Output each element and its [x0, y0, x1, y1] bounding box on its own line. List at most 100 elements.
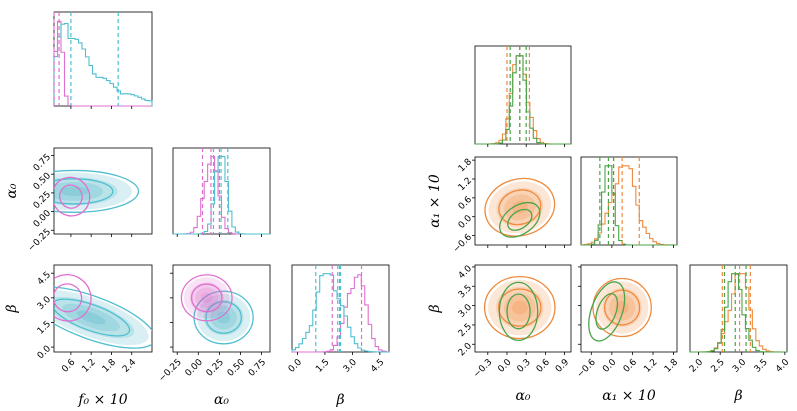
lpa-magenta-group — [54, 176, 91, 217]
lp-b-a0-axes — [172, 264, 271, 353]
lp-a0-f0-ytick-label: 0.25 — [32, 190, 53, 211]
rp-b-a0-xtick-label: 0.9 — [554, 357, 571, 374]
lpb-magenta-contour-inner — [54, 283, 83, 313]
lp-hist-b-xtick-label: 4.5 — [369, 358, 386, 375]
lpc-cyan-density — [203, 299, 244, 336]
rpa-orange-density — [511, 200, 528, 214]
rp-b-a0-ytick-label: 4.0 — [457, 264, 474, 281]
rp-hist-a1-green — [581, 165, 677, 246]
lpc-magenta-density — [183, 277, 230, 319]
rp-b-a0-ytick-label: 3.0 — [457, 302, 474, 319]
lpb-cyan-density — [62, 303, 120, 332]
rp-b-a0-xtick-label: 0.0 — [496, 357, 513, 374]
rpa-orange-density — [504, 194, 536, 221]
rp-hist-b-green — [690, 273, 787, 353]
lpc-cyan-density — [210, 305, 237, 330]
rp-hist-a0-axes — [474, 45, 572, 145]
lp-hist-b-xtick-label: 0.0 — [287, 357, 304, 374]
lpc-cyan-density — [216, 311, 231, 324]
lp-hist-f0-cyan — [53, 23, 153, 106]
lpa-cyan-density — [54, 181, 104, 201]
rp-hist-b-xtick-label: 4.0 — [774, 357, 791, 374]
rpa-orange-contour-outer — [484, 177, 556, 237]
rp-b-a0-xtick-label: 0.3 — [516, 358, 533, 375]
rpb-green-contour-outer — [498, 281, 539, 342]
lpc-cyan-group — [193, 290, 254, 345]
lp-b-a0-xtick-label: 0.75 — [247, 358, 268, 379]
lpb-magenta-contour-outer — [54, 274, 92, 322]
rp-b-a0-xtick-label: 0.6 — [535, 357, 552, 374]
rp-xlabel-a1: α₁ × 10 — [602, 388, 656, 404]
rpc-orange-density — [615, 301, 629, 315]
lp-b-f0-xtick-label: 1.2 — [81, 358, 98, 375]
rp-b-a1-xtick-label: −0.6 — [575, 357, 598, 380]
rp-b-a1-xtick-label: 0.0 — [601, 357, 618, 374]
lp-hist-f0-axes — [53, 11, 153, 107]
rpc-orange-density — [602, 287, 642, 328]
rp-a1-a0-ytick-label: 0.0 — [457, 213, 474, 230]
rp-xlabel-b: β — [733, 388, 742, 404]
rpc-green-contour-inner — [595, 293, 619, 330]
lpa-cyan-contour-outer — [54, 169, 140, 213]
lp-b-f0-xtick-label: 2.4 — [121, 357, 138, 374]
lp-b-f0-xtick-label: 0.6 — [60, 357, 77, 374]
lp-b-f0-ytick-label: 0.0 — [36, 344, 53, 361]
rp-b-a1-xtick-label: 0.6 — [622, 357, 639, 374]
rp-hist-a1-axes — [580, 156, 678, 246]
lpc-magenta-density — [189, 282, 224, 314]
rp-a1-a0-ytick-label: −0.6 — [452, 232, 475, 255]
lp-b-f0-xtick-label: 1.8 — [101, 357, 118, 374]
rp-hist-b-xtick-label: 3.0 — [731, 357, 748, 374]
rp-a1-a0-ytick-label: 1.8 — [457, 157, 474, 174]
rp-b-a0-ytick-label: 2.5 — [457, 322, 474, 339]
lp-b-a0-xtick-label: 0.25 — [205, 358, 226, 379]
lpb-cyan-contour-outer — [54, 286, 152, 349]
lp-hist-b-xtick-label: 1.5 — [314, 358, 331, 375]
lpc-magenta-contour-inner — [190, 283, 223, 313]
rp-ylabel-a1: α₁ × 10 — [427, 174, 443, 228]
lpc-magenta-density — [195, 287, 219, 309]
rp-a1-a0-axes — [474, 156, 572, 246]
rpb-green-group — [498, 281, 539, 342]
lp-ylabel-b: β — [4, 304, 20, 313]
lpa-magenta-contour-inner — [59, 184, 83, 209]
lp-b-a0-xtick-label: 0.50 — [226, 357, 247, 378]
lp-hist-a0-cyan — [173, 156, 270, 235]
rp-hist-b-xtick-label: 2.5 — [710, 358, 727, 375]
lpb-cyan-contour-inner — [54, 298, 131, 337]
lpc-magenta-contour-outer — [180, 274, 233, 322]
rpb-orange-contour-outer — [483, 275, 556, 340]
lp-a0-f0-axes — [53, 147, 153, 235]
rpb-green-contour-inner — [506, 293, 531, 330]
rp-hist-a1-orange — [580, 165, 678, 246]
lp-a0-f0-ytick-label: −0.25 — [26, 227, 53, 254]
lp-hist-a0-magenta — [173, 156, 270, 235]
lp-b-a0-xtick-label: −0.25 — [157, 358, 184, 385]
lp-hist-b-cyan — [291, 273, 390, 353]
rpa-green-contour-inner — [507, 208, 533, 231]
rpc-green-group — [588, 281, 626, 342]
lpb-cyan-density — [54, 289, 149, 346]
rpa-orange-group — [484, 177, 556, 237]
lp-a0-f0-ytick-label: 0.75 — [32, 152, 53, 173]
lpa-magenta-contour-outer — [54, 176, 91, 217]
rp-b-a0-ytick-label: 2.0 — [457, 341, 474, 358]
lpc-magenta-density — [201, 292, 213, 304]
lpa-cyan-contour-inner — [54, 178, 114, 205]
lp-a0-f0-ytick-label: 0.00 — [32, 208, 53, 229]
lp-ylabel-a0: α₀ — [4, 183, 20, 198]
lp-hist-f0-magenta — [53, 20, 152, 107]
rpa-green-group — [499, 201, 541, 238]
lpa-cyan-group — [54, 169, 140, 213]
rpa-green-contour-outer — [499, 201, 541, 238]
rp-b-a0-axes — [474, 264, 572, 353]
rp-b-a1-xtick-label: 1.8 — [663, 357, 680, 374]
lp-xlabel-a0: α₀ — [214, 392, 229, 408]
lpc-cyan-density — [197, 293, 251, 342]
lpb-cyan-group — [54, 286, 152, 349]
lpa-cyan-density — [54, 177, 118, 206]
lp-b-f0-ytick-label: 3.0 — [36, 295, 53, 312]
rp-b-a0-xtick-label: −0.3 — [472, 358, 495, 381]
lpb-magenta-group — [54, 274, 92, 322]
